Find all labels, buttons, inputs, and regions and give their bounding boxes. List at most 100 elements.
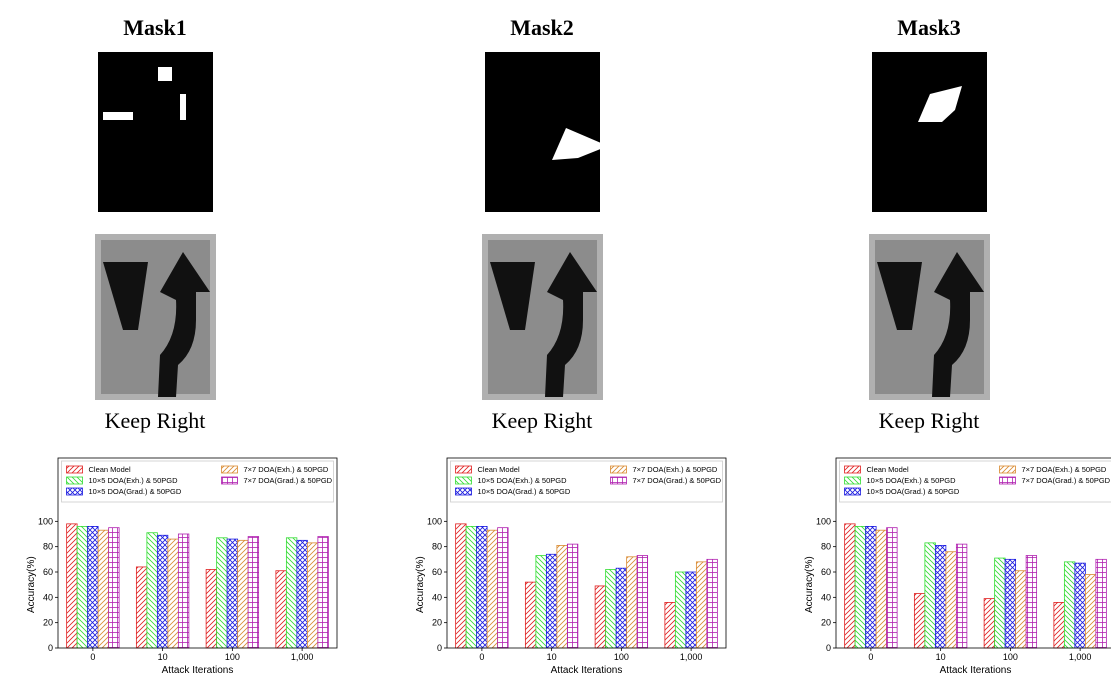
bar	[497, 527, 509, 649]
x-tick-label: 10	[547, 652, 557, 662]
y-tick-label: 20	[432, 618, 442, 628]
legend-label: 10×5 DOA(Exh.) & 50PGD	[478, 476, 568, 485]
mask-image	[485, 52, 608, 212]
bar	[674, 571, 687, 649]
legend-label: Clean Model	[867, 465, 909, 474]
bar	[1025, 555, 1038, 649]
bar	[275, 570, 287, 649]
bar	[865, 526, 877, 649]
legend-frame	[839, 460, 1111, 503]
legend-swatch	[455, 487, 472, 496]
y-tick-label: 80	[432, 542, 442, 552]
bar	[1084, 574, 1097, 649]
bar	[1053, 602, 1065, 649]
bar	[455, 523, 467, 649]
legend-label: 7×7 DOA(Exh.) & 50PGD	[244, 465, 329, 474]
legend-swatch	[844, 487, 861, 496]
plot-frame	[57, 457, 338, 649]
bar	[854, 526, 867, 649]
x-axis-label: Attack Iterations	[551, 665, 623, 676]
bar	[205, 569, 218, 649]
panel-title: Mask3	[897, 15, 961, 40]
bar	[913, 593, 926, 649]
y-tick-label: 100	[816, 516, 831, 526]
bar	[615, 567, 628, 649]
x-tick-label: 0	[868, 652, 873, 662]
legend-label: Clean Model	[478, 465, 520, 474]
panel-caption: Keep Right	[105, 408, 206, 433]
y-tick-label: 40	[43, 592, 53, 602]
bar	[664, 602, 676, 649]
legend-label: 10×5 DOA(Exh.) & 50PGD	[867, 476, 957, 485]
y-axis-label: Accuracy(%)	[804, 556, 815, 613]
x-tick-label: 100	[614, 652, 629, 662]
legend-label: 7×7 DOA(Exh.) & 50PGD	[633, 465, 718, 474]
y-tick-label: 20	[43, 618, 53, 628]
legend-swatch	[610, 465, 627, 474]
bar	[1015, 570, 1027, 649]
y-axis-label: Accuracy(%)	[415, 556, 426, 613]
x-tick-label: 10	[158, 652, 168, 662]
mask-image	[98, 52, 213, 212]
bar	[945, 551, 957, 649]
panel-caption: Keep Right	[492, 408, 593, 433]
sign-image	[869, 234, 990, 400]
bar	[994, 557, 1006, 649]
bar	[247, 536, 260, 649]
bar	[695, 561, 708, 649]
legend-label: 10×5 DOA(Exh.) & 50PGD	[89, 476, 179, 485]
bar	[317, 536, 329, 649]
y-tick-label: 0	[437, 643, 442, 653]
bar	[476, 526, 488, 649]
x-tick-label: 1,000	[1069, 652, 1092, 662]
bar	[535, 555, 547, 649]
bar	[983, 598, 996, 649]
bar	[924, 542, 936, 649]
x-tick-label: 100	[225, 652, 240, 662]
legend-swatch	[221, 476, 238, 485]
bar	[844, 523, 856, 649]
bar	[605, 569, 617, 649]
legend-swatch	[999, 476, 1016, 485]
legend-swatch	[999, 465, 1016, 474]
bar	[886, 527, 898, 649]
x-tick-label: 1,000	[291, 652, 314, 662]
bar	[1074, 562, 1086, 649]
bar	[87, 526, 99, 649]
bar	[97, 529, 110, 649]
panel-title: Mask2	[510, 15, 574, 40]
x-axis-label: Attack Iterations	[940, 665, 1012, 676]
legend-swatch	[455, 476, 472, 485]
bar	[237, 539, 249, 649]
bar	[636, 555, 649, 649]
y-tick-label: 60	[432, 567, 442, 577]
bar	[524, 581, 537, 649]
y-tick-label: 60	[43, 567, 53, 577]
y-tick-label: 80	[43, 542, 53, 552]
bar	[1063, 561, 1076, 649]
x-tick-label: 10	[936, 652, 946, 662]
legend-swatch	[610, 476, 627, 485]
bar	[685, 571, 697, 649]
y-tick-label: 0	[826, 643, 831, 653]
bar	[934, 545, 947, 649]
legend-label: 10×5 DOA(Grad.) & 50PGD	[478, 487, 571, 496]
bar	[1095, 558, 1107, 649]
y-tick-label: 0	[48, 643, 53, 653]
bar	[556, 545, 568, 649]
legend-label: 7×7 DOA(Grad.) & 50PGD	[633, 476, 722, 485]
legend-label: 7×7 DOA(Grad.) & 50PGD	[244, 476, 333, 485]
bar	[594, 585, 607, 649]
legend-frame	[61, 460, 334, 503]
y-tick-label: 20	[821, 618, 831, 628]
legend-label: 7×7 DOA(Grad.) & 50PGD	[1022, 476, 1111, 485]
legend-swatch	[221, 465, 238, 474]
bar	[486, 529, 499, 649]
bar	[296, 539, 308, 649]
bar	[146, 532, 158, 649]
mask-image	[872, 52, 987, 212]
y-tick-label: 40	[432, 592, 442, 602]
x-tick-label: 100	[1003, 652, 1018, 662]
bar	[465, 526, 478, 649]
